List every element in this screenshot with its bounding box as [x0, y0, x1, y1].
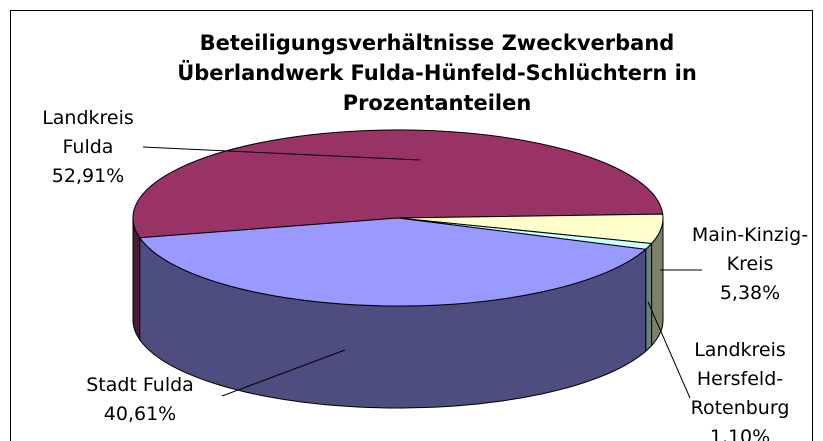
- slice-label: Stadt Fulda 40,61%: [60, 371, 220, 429]
- slice: [132, 129, 664, 239]
- chart-title: Beteiligungsverhältnisse Zweckverband Üb…: [177, 31, 697, 115]
- slice-label: Landkreis Hersfeld-Rotenburg 1,10%: [680, 336, 800, 441]
- slice-label: Landkreis Fulda 52,91%: [28, 104, 148, 191]
- category-label: Landkreis Hersfeld-Rotenburg: [690, 339, 790, 419]
- value-label: 1,10%: [709, 426, 771, 441]
- frame: [10, 10, 813, 441]
- value-label: 52,91%: [51, 165, 125, 187]
- category-label: Stadt Fulda: [86, 374, 194, 396]
- value-label: 5,38%: [719, 282, 781, 304]
- category-label: Landkreis Fulda: [42, 107, 134, 158]
- slice-label: Main-Kinzig-Kreis 5,38%: [680, 221, 820, 308]
- slice-side: [645, 242, 653, 353]
- value-label: 40,61%: [103, 403, 177, 425]
- pie: [132, 129, 664, 409]
- leader-line: [142, 146, 421, 161]
- leader-line: [647, 301, 691, 399]
- slice: [138, 217, 647, 307]
- leader-line: [221, 349, 346, 397]
- category-label: Main-Kinzig-Kreis: [691, 224, 809, 275]
